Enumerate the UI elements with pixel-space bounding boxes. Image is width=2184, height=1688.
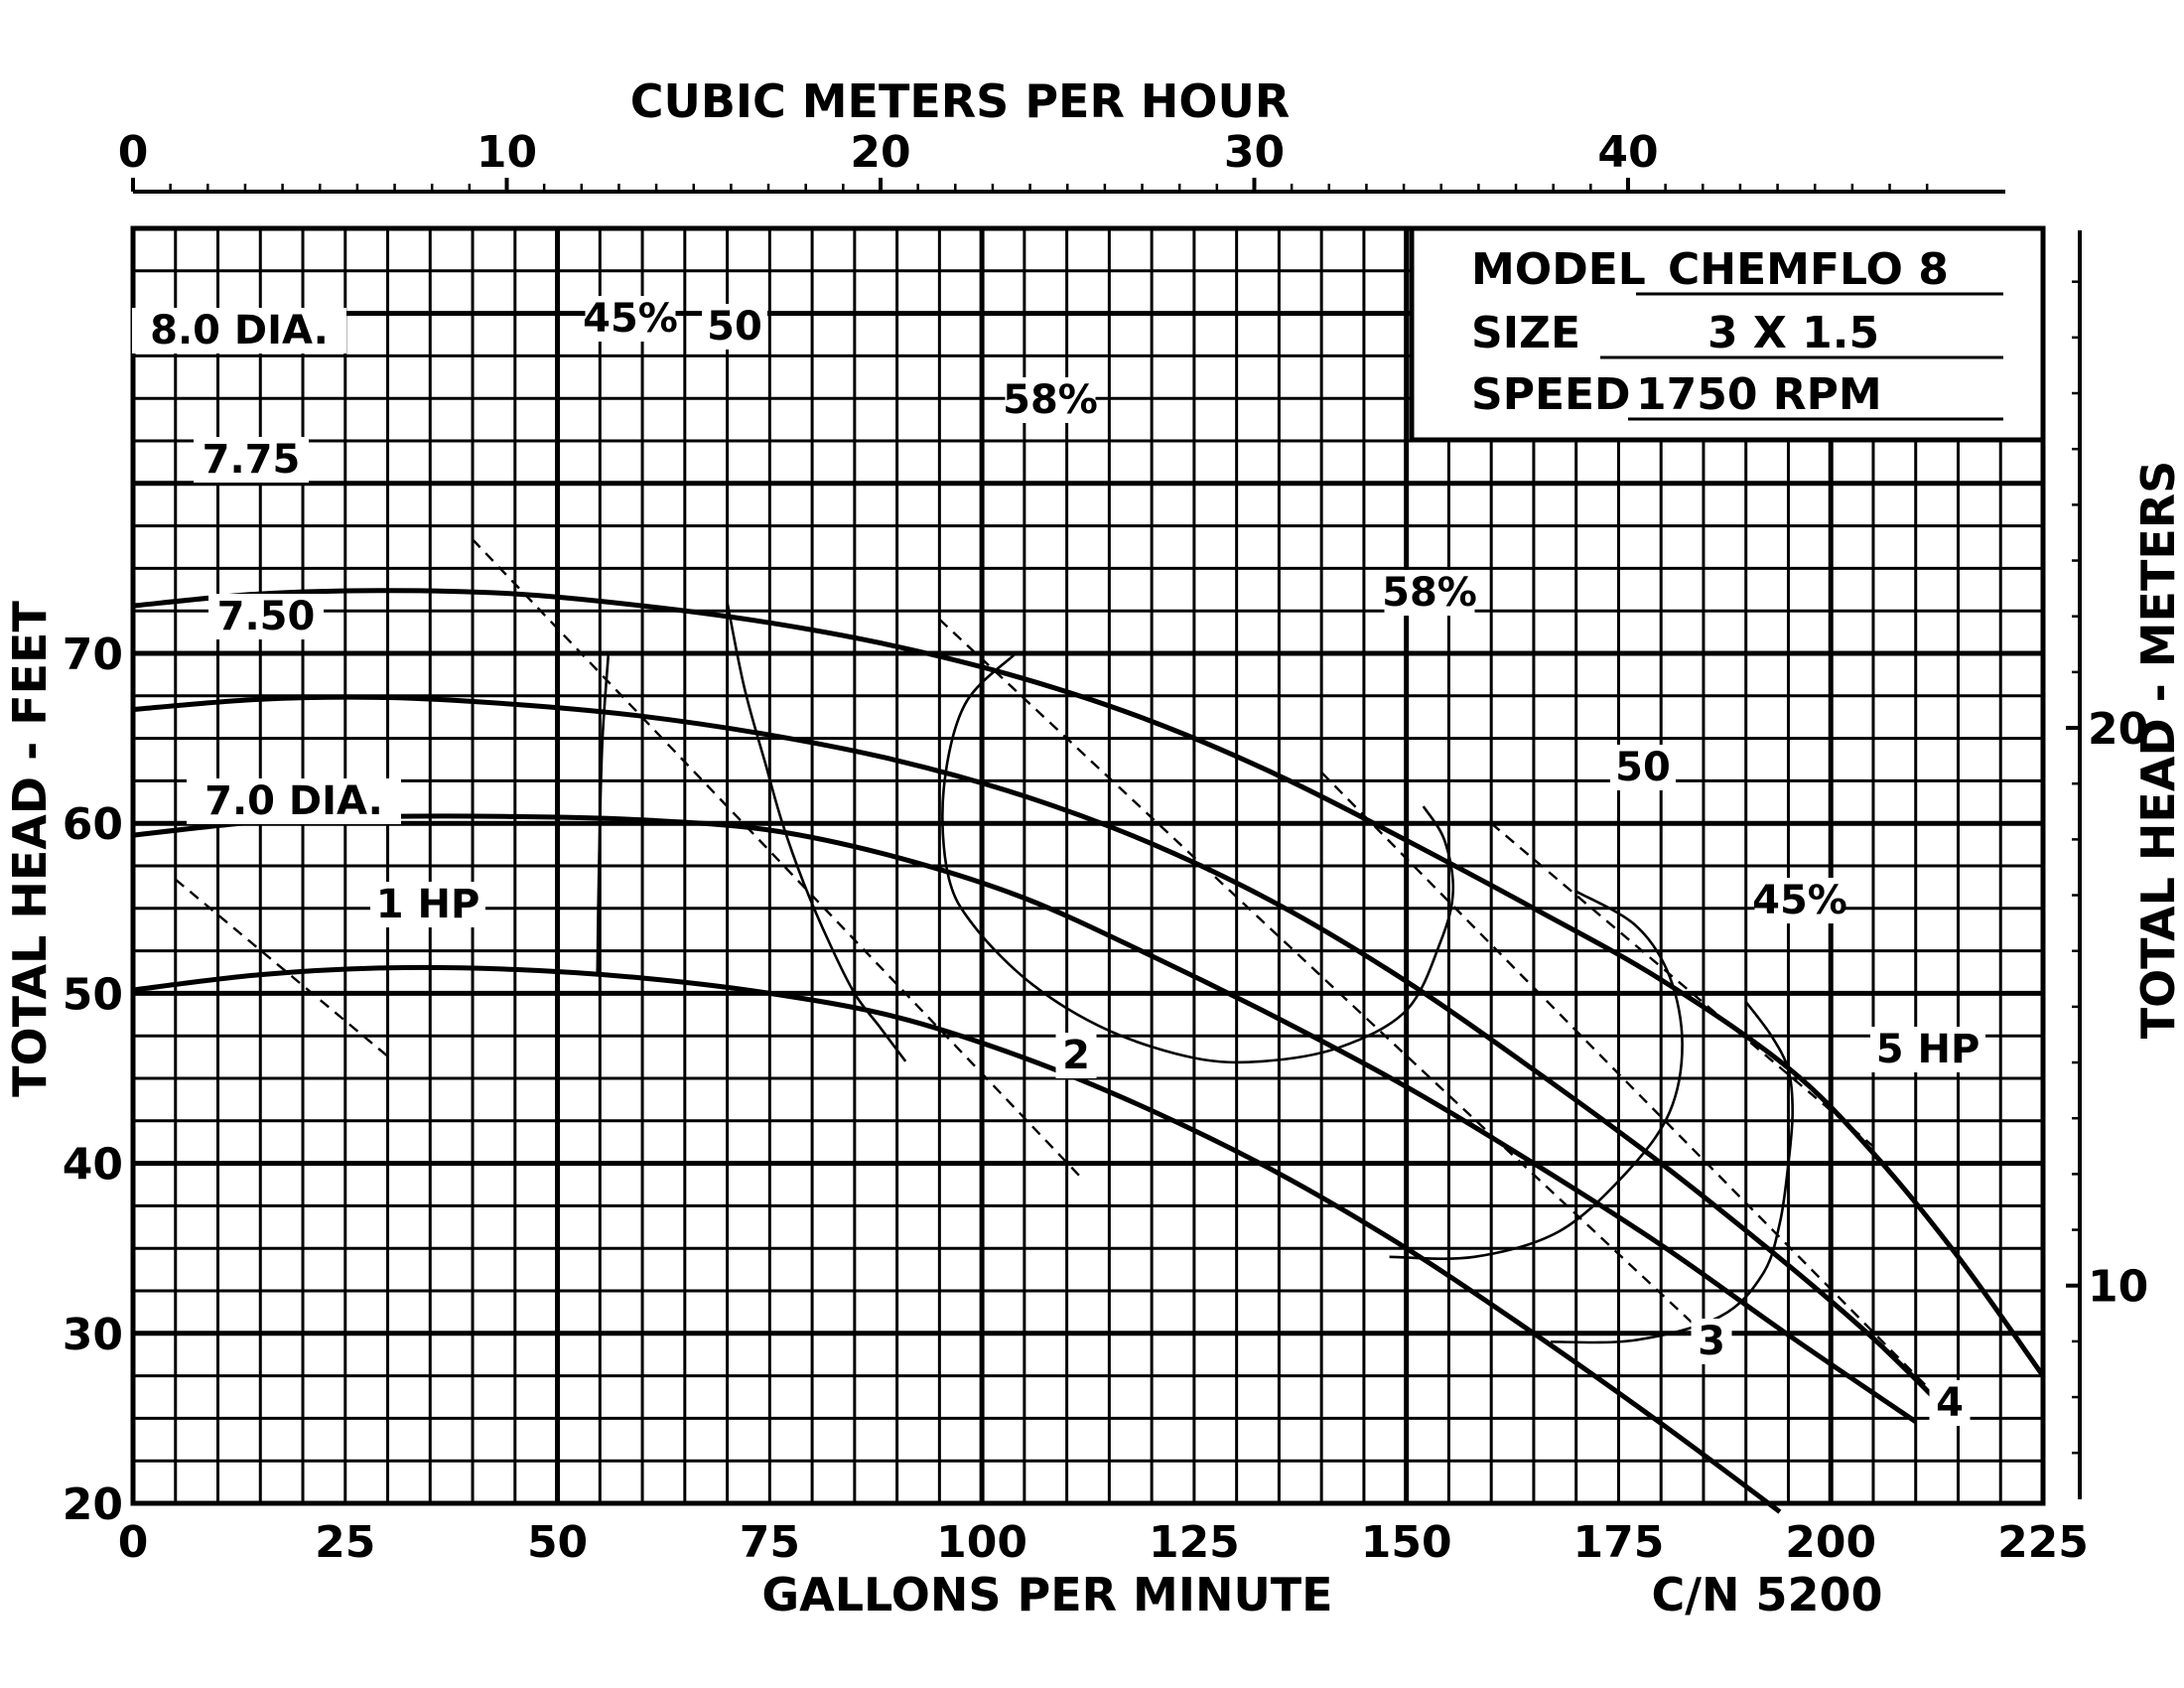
efficiency-curve-4 bbox=[1550, 1001, 1795, 1344]
size-value: 3 X 1.5 bbox=[1707, 308, 1879, 358]
x-tick-label: 50 bbox=[527, 1517, 588, 1568]
curve-label-bg bbox=[370, 882, 485, 927]
x2-axis-title: CUBIC METERS PER HOUR bbox=[630, 74, 1291, 128]
x2-tick-label: 10 bbox=[477, 127, 537, 178]
head-curve-3 bbox=[132, 964, 1782, 1514]
x-tick-label: 175 bbox=[1573, 1517, 1665, 1568]
y2-tick-label: 10 bbox=[2088, 1262, 2148, 1313]
curve-label: 1 HP bbox=[376, 882, 480, 927]
curve-label-bg bbox=[187, 778, 401, 824]
x-tick-label: 200 bbox=[1785, 1517, 1876, 1568]
head-curve-1 bbox=[132, 694, 1944, 1407]
head-curve-2 bbox=[132, 813, 1918, 1424]
efficiency-curves bbox=[596, 602, 1795, 1344]
chart-axes: 0 25 50 75 100 125 150 175 200 225 20 30 40 50 60 70 0 10… bbox=[63, 127, 2148, 1568]
speed-label: SPEED bbox=[1471, 369, 1631, 420]
curve-label-bg bbox=[585, 296, 676, 342]
y-tick-label: 30 bbox=[63, 1310, 123, 1360]
efficiency-curve-3 bbox=[1389, 890, 1684, 1260]
y-tick-label: 70 bbox=[63, 630, 123, 680]
size-label: SIZE bbox=[1471, 308, 1580, 358]
curve-labels: 8.0 DIA. 7.75 7.50 7.0 DIA. 45% 50 58% 58% 50 45%… bbox=[132, 296, 1985, 1426]
y-tick-label: 50 bbox=[63, 969, 123, 1020]
model-value: CHEMFLO 8 bbox=[1668, 244, 1949, 295]
x-tick-label: 125 bbox=[1149, 1517, 1240, 1568]
curve-label: 58% bbox=[1003, 377, 1098, 423]
head-curve-0 bbox=[132, 588, 2046, 1378]
hp-line-0 bbox=[174, 878, 389, 1057]
curve-label-bg bbox=[194, 437, 309, 483]
x2-tick-label: 40 bbox=[1597, 127, 1658, 178]
curve-label-bg bbox=[1005, 377, 1096, 423]
x-tick-label: 225 bbox=[1997, 1517, 2089, 1568]
y2-axis-title: TOTAL HEAD - METERS bbox=[2131, 461, 2184, 1040]
curve-label: 50 bbox=[707, 304, 762, 350]
x2-tick-label: 0 bbox=[118, 127, 149, 178]
y-tick-label: 20 bbox=[63, 1479, 123, 1530]
efficiency-curve-0 bbox=[596, 652, 611, 977]
curve-label-bg bbox=[1055, 1033, 1097, 1078]
x-tick-label: 25 bbox=[315, 1517, 375, 1568]
y2-tick-label: 20 bbox=[2088, 704, 2148, 755]
x-axis-title: GALLONS PER MINUTE bbox=[761, 1568, 1332, 1621]
horsepower-lines bbox=[174, 538, 1960, 1420]
curve-label: 8.0 DIA. bbox=[150, 308, 329, 353]
curve-label: 7.75 bbox=[203, 437, 301, 483]
curve-label: 58% bbox=[1382, 570, 1477, 616]
curve-label: 7.50 bbox=[217, 594, 316, 639]
curve-label-bg bbox=[702, 304, 767, 350]
x-tick-label: 75 bbox=[740, 1517, 800, 1568]
curve-label-bg bbox=[1929, 1380, 1971, 1426]
curve-label: 5 HP bbox=[1876, 1027, 1980, 1072]
y-tick-label: 60 bbox=[63, 799, 123, 850]
y-axis-title: TOTAL HEAD - FEET bbox=[3, 601, 57, 1097]
x2-tick-label: 30 bbox=[1224, 127, 1285, 178]
x-tick-label: 150 bbox=[1361, 1517, 1452, 1568]
curve-label: 3 bbox=[1698, 1319, 1725, 1364]
hp-line-2 bbox=[938, 618, 1705, 1335]
footer-code: C/N 5200 bbox=[1651, 1568, 1882, 1621]
curve-label-bg bbox=[1610, 745, 1676, 790]
curve-label-bg bbox=[1870, 1027, 1985, 1072]
hp-line-4 bbox=[1490, 822, 1874, 1148]
x-tick-label: 0 bbox=[118, 1517, 149, 1568]
curve-label-bg bbox=[1691, 1319, 1732, 1364]
model-label: MODEL bbox=[1471, 244, 1646, 295]
curve-label: 45% bbox=[1752, 878, 1847, 923]
x-tick-label: 100 bbox=[936, 1517, 1027, 1568]
curve-label: 50 bbox=[1615, 745, 1671, 790]
hp-line-3 bbox=[1320, 771, 1960, 1420]
model-info-box: MODEL CHEMFLO 8 SIZE 3 X 1.5 SPEED 1750 … bbox=[1409, 225, 2046, 443]
curve-label: 4 bbox=[1936, 1380, 1964, 1426]
curve-label: 45% bbox=[583, 296, 678, 342]
y-tick-label: 40 bbox=[63, 1140, 123, 1191]
curve-label: 2 bbox=[1062, 1033, 1090, 1078]
curve-label-bg bbox=[132, 308, 346, 353]
x2-tick-label: 20 bbox=[850, 127, 910, 178]
curve-label: 7.0 DIA. bbox=[205, 778, 383, 824]
speed-value: 1750 RPM bbox=[1636, 369, 1882, 420]
hp-line-1 bbox=[472, 538, 1085, 1182]
curve-label-bg bbox=[1384, 570, 1475, 616]
efficiency-curve-1 bbox=[726, 602, 907, 1062]
efficiency-curve-2 bbox=[941, 652, 1455, 1064]
curve-label-bg bbox=[1754, 878, 1845, 923]
curve-label-bg bbox=[208, 594, 324, 639]
head-capacity-curves bbox=[132, 588, 2046, 1514]
